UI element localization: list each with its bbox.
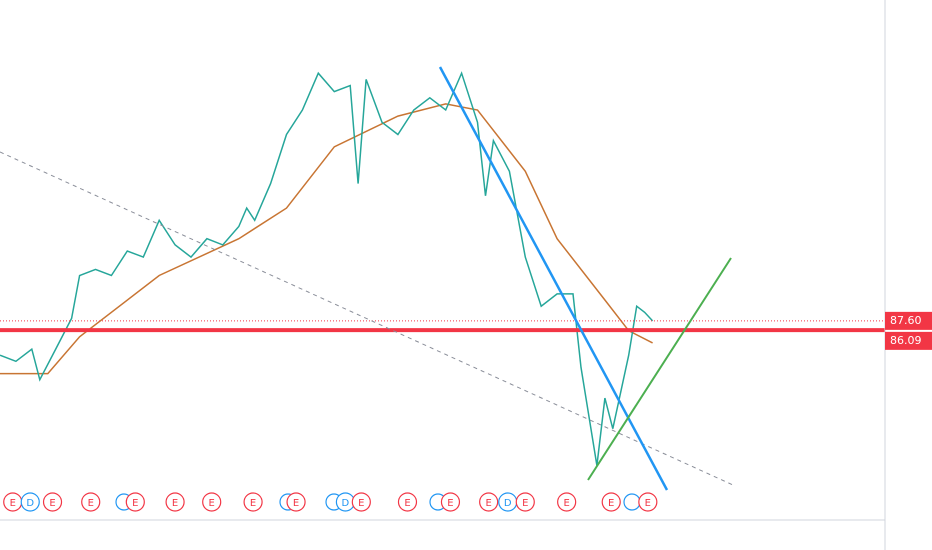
event-label: D <box>504 498 512 509</box>
event-label: E <box>132 498 138 509</box>
moving-average <box>0 103 653 375</box>
event-label: E <box>49 498 55 509</box>
event-marker <box>243 492 263 512</box>
event-label: E <box>293 498 299 509</box>
event-label: E <box>485 498 491 509</box>
event-marker <box>125 492 145 512</box>
event-marker <box>557 492 577 512</box>
green-trendline <box>587 257 732 481</box>
blue-trendline <box>438 66 669 491</box>
event-label: E <box>522 498 528 509</box>
event-marker <box>440 492 461 512</box>
event-label: E <box>10 498 16 509</box>
event-label: D <box>342 498 350 509</box>
dashed-trendline <box>0 151 734 486</box>
event-label: E <box>172 498 178 509</box>
price-tag <box>885 331 932 350</box>
event-label: E <box>563 498 569 509</box>
event-label: E <box>608 498 614 509</box>
price-tag-label: 86.09 <box>890 334 922 347</box>
event-marker <box>286 492 306 512</box>
event-label: E <box>645 498 651 509</box>
event-marker <box>479 492 499 512</box>
event-marker <box>20 492 40 512</box>
event-label: E <box>250 498 256 509</box>
event-label: E <box>209 498 215 509</box>
event-marker <box>202 492 222 512</box>
event-marker <box>601 492 621 512</box>
price-line <box>0 71 654 466</box>
event-marker <box>81 492 101 512</box>
event-label: E <box>88 498 94 509</box>
event-label: D <box>26 498 34 509</box>
event-marker <box>397 492 418 512</box>
price-tag <box>885 311 932 330</box>
event-marker <box>638 492 658 512</box>
event-marker <box>351 492 371 512</box>
event-marker <box>515 492 535 512</box>
event-marker <box>165 492 185 512</box>
event-marker <box>42 492 63 512</box>
event-label: E <box>447 498 453 509</box>
event-label: E <box>358 498 364 509</box>
price-tag-label: 87.60 <box>890 314 922 327</box>
event-label: E <box>404 498 410 509</box>
